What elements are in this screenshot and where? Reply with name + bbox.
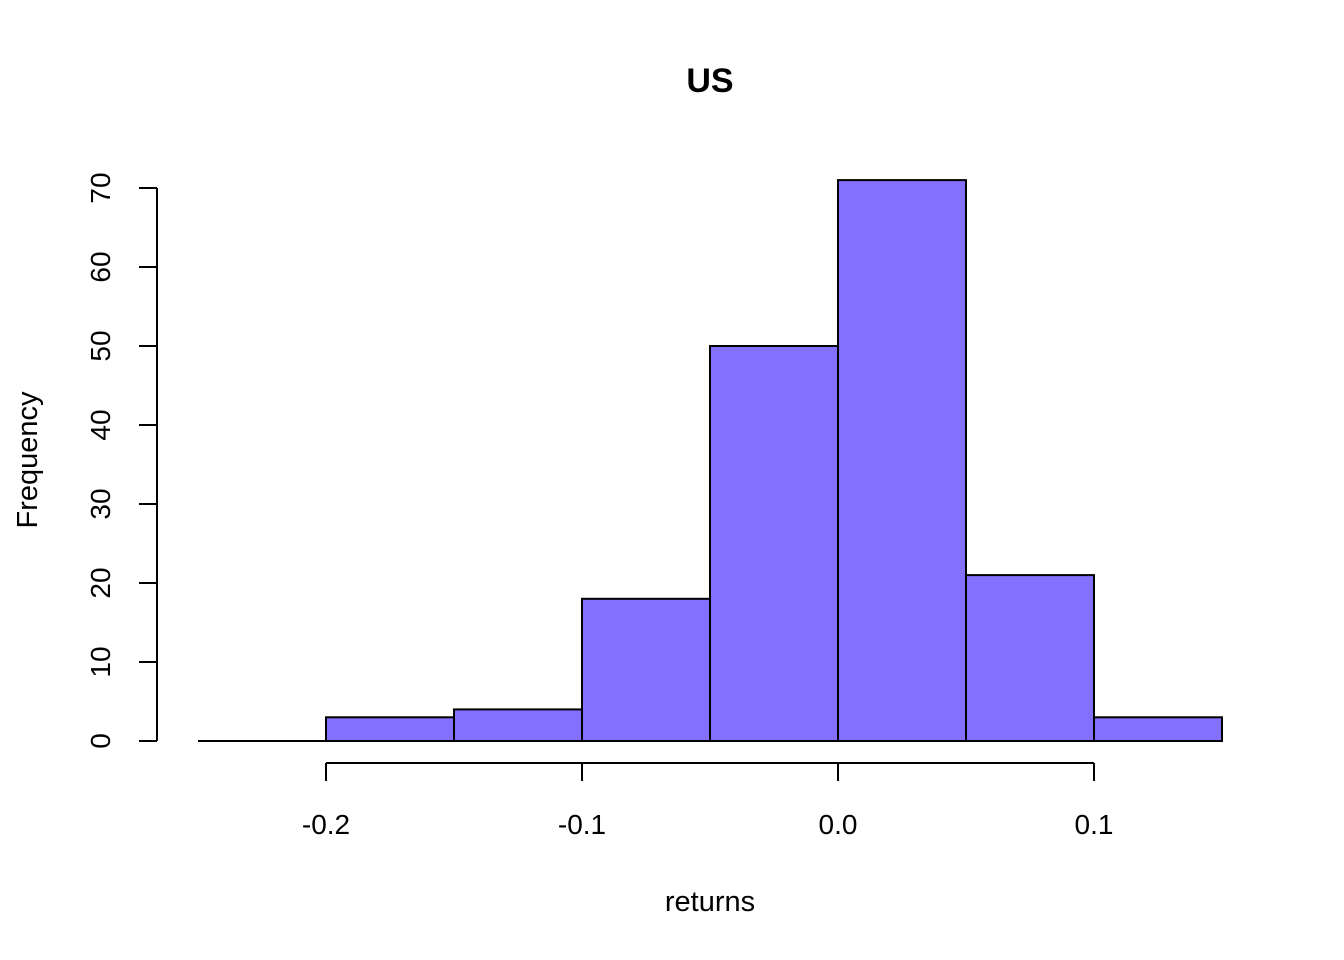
x-axis: -0.2 -0.1 0.0 0.1 (302, 762, 1114, 840)
histogram-bar-1 (325, 716, 455, 742)
y-tick-label-7: 70 (85, 172, 116, 203)
histogram-bar-3 (581, 597, 711, 742)
x-tick-label-3: 0.1 (1075, 809, 1114, 840)
x-tick-label-1: -0.1 (558, 809, 606, 840)
y-tick-label-6: 60 (85, 251, 116, 282)
y-axis-label: Frequency (12, 391, 44, 529)
y-tick-label-5: 50 (85, 330, 116, 361)
y-tick-label-4: 40 (85, 409, 116, 440)
histogram-bar-4 (709, 345, 839, 742)
histogram-bar-2 (453, 708, 583, 743)
chart-title: US (686, 62, 733, 100)
histogram-bar-6 (965, 574, 1095, 742)
y-axis: 0 10 20 30 40 50 60 70 (85, 172, 158, 749)
y-tick-label-1: 10 (85, 646, 116, 677)
x-tick-label-0: -0.2 (302, 809, 350, 840)
y-tick-label-3: 30 (85, 488, 116, 519)
x-tick-label-2: 0.0 (819, 809, 858, 840)
x-axis-label: returns (665, 886, 755, 918)
y-tick-label-0: 0 (85, 733, 116, 749)
histogram-bar-7 (1093, 716, 1223, 742)
histogram-bar-5 (837, 179, 967, 743)
bars-group (198, 179, 1223, 743)
y-tick-label-2: 20 (85, 567, 116, 598)
